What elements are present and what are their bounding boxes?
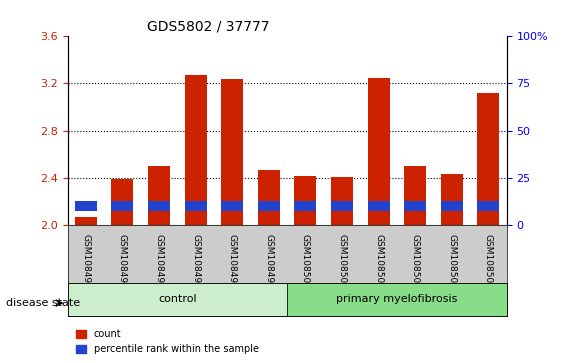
Bar xyxy=(331,177,353,225)
FancyBboxPatch shape xyxy=(287,283,507,316)
Text: GSM1084997: GSM1084997 xyxy=(191,234,200,294)
Bar xyxy=(111,201,133,211)
Bar xyxy=(404,166,426,225)
Bar xyxy=(75,201,97,211)
Text: GSM1085004: GSM1085004 xyxy=(448,234,456,294)
Bar xyxy=(368,201,390,211)
Bar xyxy=(75,217,97,225)
Bar xyxy=(258,170,280,225)
FancyBboxPatch shape xyxy=(68,283,287,316)
Text: GSM1084994: GSM1084994 xyxy=(82,234,90,294)
Bar xyxy=(258,201,280,211)
Bar xyxy=(331,201,353,211)
Text: GSM1085005: GSM1085005 xyxy=(484,234,493,294)
Bar xyxy=(185,201,207,211)
Text: GSM1085000: GSM1085000 xyxy=(301,234,310,294)
Bar xyxy=(404,201,426,211)
Bar xyxy=(148,201,170,211)
Bar xyxy=(441,174,463,225)
Bar xyxy=(441,201,463,211)
Bar xyxy=(111,179,133,225)
Bar xyxy=(221,79,243,225)
Bar xyxy=(477,93,499,225)
Text: GSM1085002: GSM1085002 xyxy=(374,234,383,294)
Bar xyxy=(221,201,243,211)
Text: GSM1085003: GSM1085003 xyxy=(411,234,419,294)
Bar xyxy=(148,166,170,225)
Text: control: control xyxy=(158,294,196,305)
Text: GSM1084996: GSM1084996 xyxy=(155,234,163,294)
Text: disease state: disease state xyxy=(6,298,80,308)
Text: GSM1084995: GSM1084995 xyxy=(118,234,127,294)
Bar xyxy=(368,78,390,225)
Bar xyxy=(294,176,316,225)
Text: GSM1084998: GSM1084998 xyxy=(228,234,236,294)
Bar xyxy=(185,75,207,225)
Text: GSM1084999: GSM1084999 xyxy=(265,234,273,294)
Text: GDS5802 / 37777: GDS5802 / 37777 xyxy=(146,20,269,34)
Legend: count, percentile rank within the sample: count, percentile rank within the sample xyxy=(73,326,263,358)
Bar xyxy=(477,201,499,211)
Bar xyxy=(294,201,316,211)
Text: GSM1085001: GSM1085001 xyxy=(338,234,346,294)
Text: primary myelofibrosis: primary myelofibrosis xyxy=(336,294,458,305)
